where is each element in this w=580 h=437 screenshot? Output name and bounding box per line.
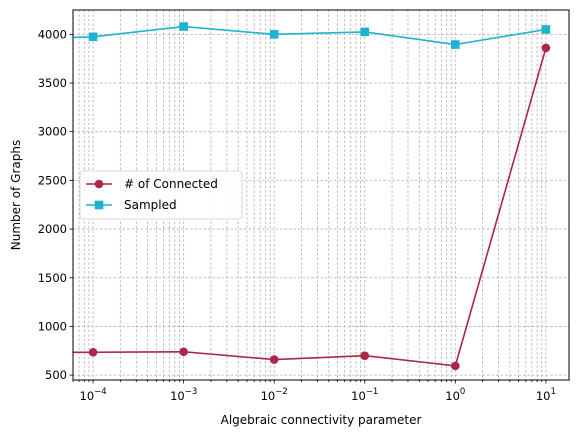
grid-lines [72,10,569,380]
x-tick-label: 100 [445,387,465,403]
data-point [451,361,460,371]
legend-marker [94,200,104,210]
data-point [541,43,551,53]
y-tick-label: 3500 [38,76,67,90]
data-point [88,347,98,357]
x-tick-label: 101 [536,387,556,403]
legend-label: Sampled [124,198,177,212]
x-tick-label: 10−1 [351,387,378,403]
legend-label: # of Connected [124,177,218,191]
y-tick-label: 2000 [38,222,67,236]
data-point [269,355,279,364]
x-tick-label: 10−4 [80,387,107,403]
data-point [541,25,551,34]
x-axis-title: Algebraic connectivity parameter [221,413,422,427]
legend: # of Connected Sampled [79,170,243,220]
data-point [451,40,460,49]
y-tick-label: 1500 [38,271,67,285]
legend-marker [94,179,104,189]
axis-ticks: 500 1000 1500 2000 2500 3000 3500 4000 10−4 10−3 1… [38,27,556,403]
y-axis-title: Number of Graphs [9,140,23,250]
data-point [179,22,188,31]
data-point [179,347,188,357]
y-tick-label: 1000 [38,319,67,333]
plot-frame [72,9,570,381]
data-point [269,30,279,39]
y-tick-label: 4000 [38,27,67,41]
data-point [360,351,370,360]
data-point [360,27,370,37]
series-layer [73,22,551,371]
y-tick-label: 3000 [38,125,67,139]
data-point [88,32,98,42]
x-tick-label: 10−3 [170,387,197,403]
series-clip [73,22,551,371]
y-tick-label: 500 [45,368,67,382]
legend-box [79,170,243,220]
y-tick-label: 2500 [38,173,67,187]
x-tick-label: 10−2 [261,387,288,403]
